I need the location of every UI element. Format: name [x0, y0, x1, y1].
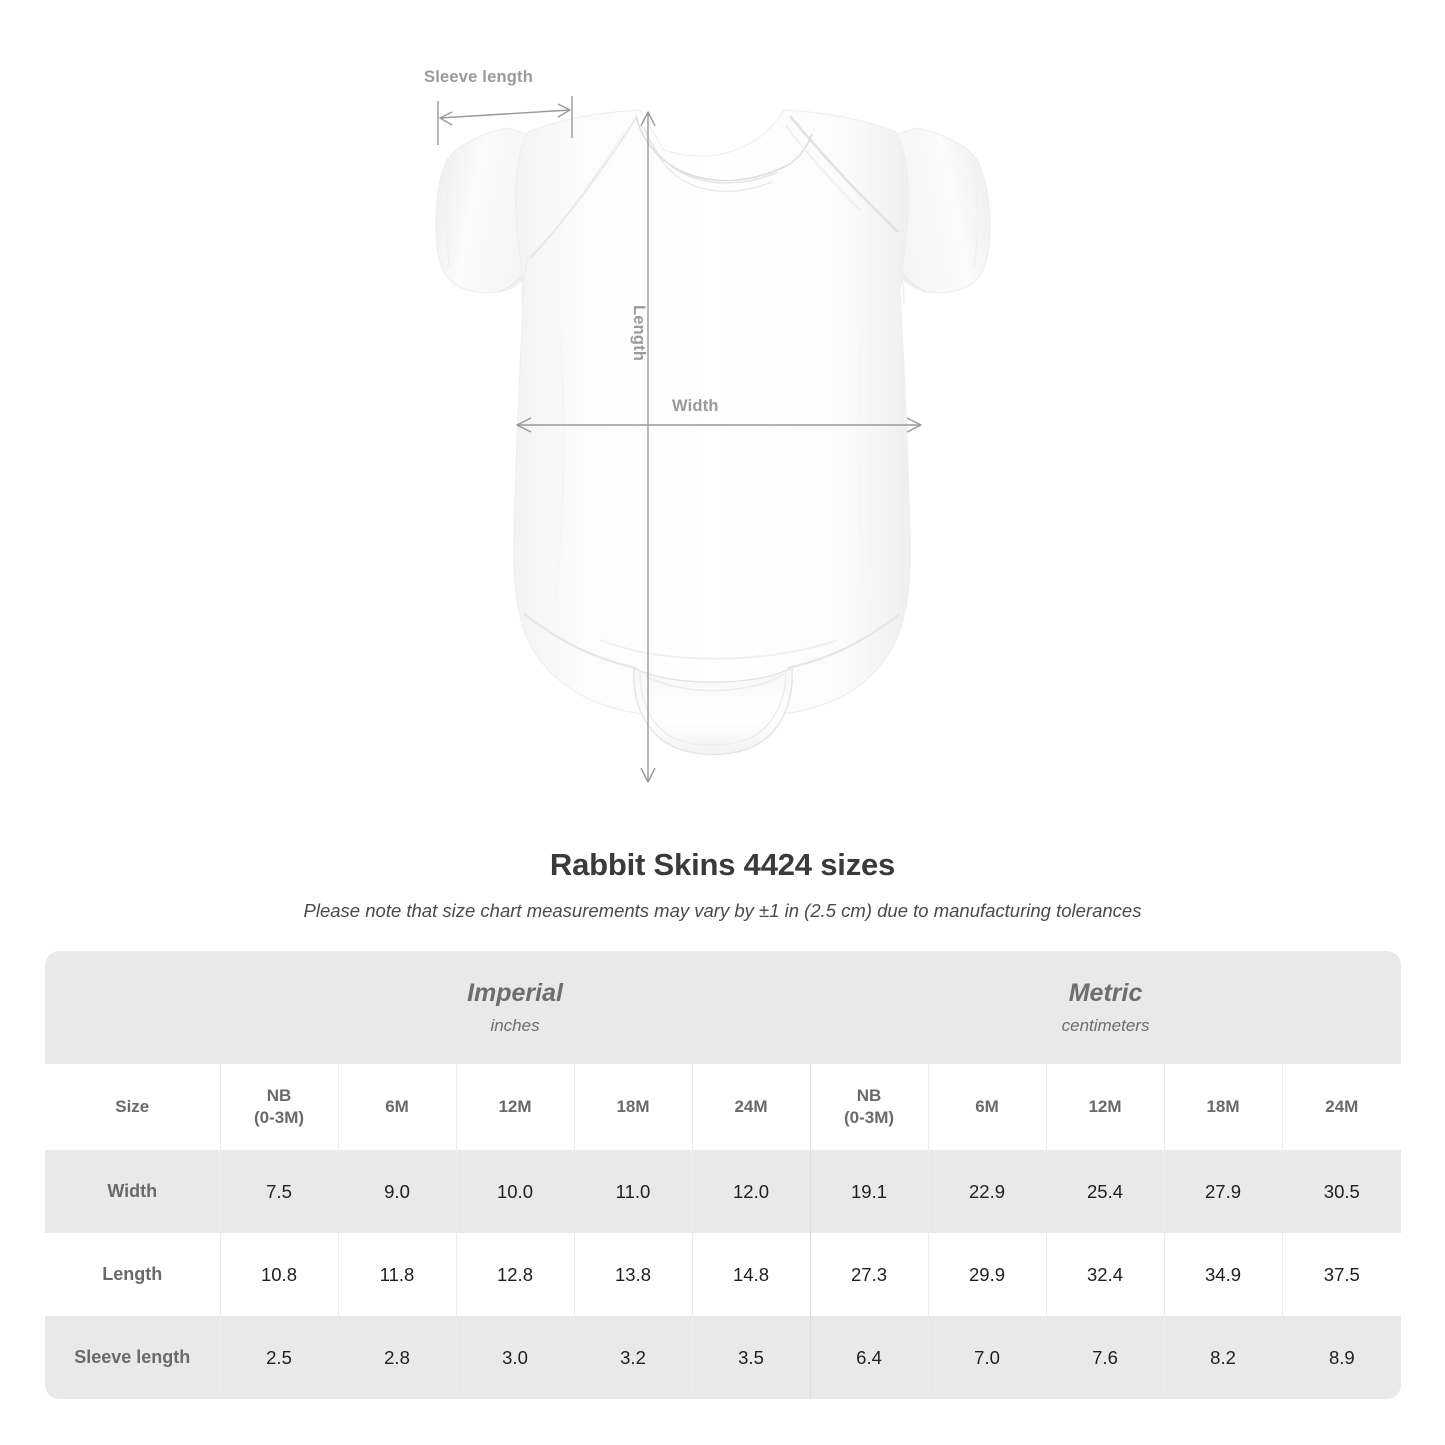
- cell-sleeve-imperial-24m: 3.5: [691, 1316, 811, 1399]
- cell-length-imperial-18m: 13.8: [573, 1233, 692, 1316]
- title-block: Rabbit Skins 4424 sizes Please note that…: [0, 845, 1445, 923]
- tolerance-note: Please note that size chart measurements…: [303, 900, 1142, 921]
- column-header-row: Size NB (0-3M) 6M 12M 18M 24M NB (0-3M) …: [45, 1064, 1402, 1150]
- bodysuit-illustration: [435, 96, 991, 783]
- column-header-metric-nb: NB (0-3M): [809, 1064, 929, 1150]
- cell-sleeve-metric-12m: 7.6: [1045, 1316, 1165, 1399]
- page-title: Rabbit Skins 4424 sizes: [549, 847, 896, 882]
- size-chart-table: Imperial inches Metric centimeters Size …: [45, 951, 1402, 1399]
- cell-sleeve-imperial-12m: 3.0: [455, 1316, 574, 1399]
- column-header-imperial-12m: 12M: [455, 1064, 574, 1150]
- column-header-line1: NB: [856, 1086, 882, 1105]
- unit-group-imperial-name: Imperial: [467, 978, 563, 1007]
- cell-length-metric-24m: 37.5: [1281, 1233, 1402, 1316]
- cell-sleeve-metric-18m: 8.2: [1163, 1316, 1283, 1399]
- cell-length-imperial-nb: 10.8: [219, 1233, 338, 1316]
- cell-width-imperial-18m: 11.0: [573, 1150, 692, 1233]
- unit-group-row: Imperial inches Metric centimeters: [45, 951, 1402, 1064]
- cell-length-imperial-24m: 14.8: [691, 1233, 811, 1316]
- cell-width-imperial-6m: 9.0: [337, 1150, 456, 1233]
- unit-group-metric-sub: centimeters: [1061, 1015, 1150, 1035]
- column-header-metric-12m: 12M: [1045, 1064, 1165, 1150]
- cell-width-metric-nb: 19.1: [809, 1150, 929, 1233]
- garment-diagram: Sleeve length Length Width: [424, 68, 991, 783]
- unit-group-imperial-sub: inches: [490, 1015, 540, 1035]
- cell-width-imperial-24m: 12.0: [691, 1150, 811, 1233]
- unit-group-metric: Metric centimeters: [810, 951, 1402, 1064]
- unit-group-imperial: Imperial inches: [220, 951, 811, 1064]
- column-header-imperial-nb: NB (0-3M): [219, 1064, 338, 1150]
- row-header-label: Size: [45, 1064, 220, 1150]
- table-row: Width 7.5 9.0 10.0 11.0 12.0 19.1 22.9 2…: [45, 1150, 1402, 1233]
- cell-length-metric-12m: 32.4: [1045, 1233, 1165, 1316]
- column-header-metric-6m: 6M: [927, 1064, 1047, 1150]
- column-header-metric-24m: 24M: [1281, 1064, 1402, 1150]
- bodysuit-body-shape: [513, 109, 911, 717]
- width-dimension: [516, 417, 922, 433]
- cell-width-imperial-12m: 10.0: [455, 1150, 574, 1233]
- size-chart-table-wrap: Imperial inches Metric centimeters Size …: [45, 951, 1402, 1399]
- row-label-length: Length: [45, 1233, 220, 1316]
- cell-sleeve-metric-6m: 7.0: [927, 1316, 1047, 1399]
- right-sleeve-shape: [885, 127, 991, 294]
- length-dimension: [640, 111, 656, 783]
- cell-sleeve-imperial-nb: 2.5: [219, 1316, 338, 1399]
- cell-length-imperial-12m: 12.8: [455, 1233, 574, 1316]
- width-label: Width: [672, 397, 719, 415]
- column-header-imperial-18m: 18M: [573, 1064, 692, 1150]
- cell-sleeve-metric-nb: 6.4: [809, 1316, 929, 1399]
- cell-length-imperial-6m: 11.8: [337, 1233, 456, 1316]
- cell-width-metric-18m: 27.9: [1163, 1150, 1283, 1233]
- cell-length-metric-nb: 27.3: [809, 1233, 929, 1316]
- cell-length-metric-6m: 29.9: [927, 1233, 1047, 1316]
- cell-length-metric-18m: 34.9: [1163, 1233, 1283, 1316]
- unit-spacer-cell: [45, 951, 220, 1064]
- column-header-line2: (0-3M): [253, 1108, 305, 1127]
- sleeve-length-label: Sleeve length: [424, 68, 533, 86]
- column-header-imperial-6m: 6M: [337, 1064, 456, 1150]
- table-row: Sleeve length 2.5 2.8 3.0 3.2 3.5 6.4 7.…: [45, 1316, 1402, 1399]
- cell-width-metric-24m: 30.5: [1281, 1150, 1402, 1233]
- column-header-imperial-24m: 24M: [691, 1064, 811, 1150]
- cell-width-metric-6m: 22.9: [927, 1150, 1047, 1233]
- cell-sleeve-imperial-6m: 2.8: [337, 1316, 456, 1399]
- cell-sleeve-metric-24m: 8.9: [1281, 1316, 1402, 1399]
- column-header-metric-18m: 18M: [1163, 1064, 1283, 1150]
- sleeve-length-dimension: [437, 96, 573, 145]
- length-label: Length: [630, 305, 648, 362]
- row-label-width: Width: [45, 1150, 220, 1233]
- row-label-sleeve-length: Sleeve length: [45, 1316, 220, 1399]
- cell-sleeve-imperial-18m: 3.2: [573, 1316, 692, 1399]
- cell-width-imperial-nb: 7.5: [219, 1150, 338, 1233]
- cell-width-metric-12m: 25.4: [1045, 1150, 1165, 1233]
- column-header-line1: NB: [266, 1086, 292, 1105]
- table-row: Length 10.8 11.8 12.8 13.8 14.8 27.3 29.…: [45, 1233, 1402, 1316]
- unit-group-metric-name: Metric: [1068, 978, 1143, 1007]
- column-header-line2: (0-3M): [843, 1108, 895, 1127]
